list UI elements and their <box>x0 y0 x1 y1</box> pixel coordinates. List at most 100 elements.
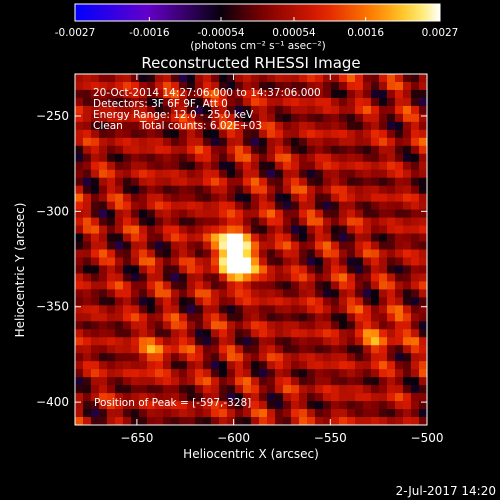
heatmap-cell <box>107 321 116 330</box>
heatmap-cell <box>371 137 380 147</box>
heatmap-cell <box>259 345 268 354</box>
heatmap-cell <box>307 417 316 426</box>
heatmap-cell <box>131 297 140 306</box>
heatmap-cell <box>379 321 388 330</box>
heatmap-cell <box>171 74 180 83</box>
heatmap-cell <box>347 74 356 83</box>
x-axis-label: Heliocentric X (arcsec) <box>183 447 319 461</box>
heatmap-cell <box>75 74 84 83</box>
heatmap-cell <box>227 153 236 163</box>
heatmap-cell <box>171 225 180 234</box>
heatmap-cell <box>211 321 220 330</box>
heatmap-cell <box>163 273 172 282</box>
heatmap-cell <box>131 113 140 123</box>
heatmap-cell <box>75 153 84 163</box>
heatmap-cell <box>259 249 268 258</box>
heatmap-cell <box>283 225 292 234</box>
heatmap-cell <box>147 74 156 83</box>
heatmap-cell <box>411 241 420 250</box>
heatmap-cell <box>387 369 396 378</box>
heatmap-cell <box>371 257 380 266</box>
heatmap-cell <box>235 345 244 354</box>
heatmap-cell <box>251 409 260 418</box>
heatmap-cell <box>395 233 404 242</box>
heatmap-cell <box>331 313 340 322</box>
heatmap-cell <box>219 401 228 410</box>
heatmap-cell <box>219 409 228 418</box>
heatmap-cell <box>243 81 252 91</box>
heatmap-cell <box>419 297 428 306</box>
heatmap-cell <box>147 281 156 290</box>
heatmap-cell <box>195 81 204 91</box>
heatmap-cell <box>339 353 348 362</box>
heatmap-cell <box>411 209 420 218</box>
heatmap-cell <box>395 121 404 131</box>
heatmap-cell <box>179 113 188 123</box>
heatmap-cell <box>331 257 340 266</box>
heatmap-cell <box>219 153 228 163</box>
heatmap-cell <box>371 409 380 418</box>
heatmap-cell <box>75 305 84 314</box>
heatmap-cell <box>283 377 292 386</box>
heatmap-cell <box>195 353 204 362</box>
heatmap-cell <box>99 401 108 410</box>
heatmap-cell <box>203 169 212 179</box>
y-tick-label: −250 <box>36 109 69 123</box>
heatmap-cell <box>251 74 260 83</box>
heatmap-cell <box>275 313 284 322</box>
heatmap-cell <box>379 209 388 218</box>
colorbar-tick-label: 0.00054 <box>272 27 316 39</box>
heatmap-cell <box>251 185 260 195</box>
heatmap-cell <box>371 74 380 83</box>
heatmap-cell <box>195 257 204 266</box>
heatmap-cell <box>315 209 324 218</box>
heatmap-cell <box>339 241 348 250</box>
heatmap-cell <box>123 193 132 203</box>
heatmap-cell <box>163 137 172 147</box>
heatmap-cell <box>331 241 340 250</box>
heatmap-cell <box>107 361 116 370</box>
heatmap-cell <box>131 369 140 378</box>
heatmap-cell <box>331 81 340 91</box>
heatmap-cell <box>419 137 428 147</box>
heatmap-cell <box>75 209 84 218</box>
heatmap-cell <box>299 193 308 203</box>
heatmap-cell <box>395 225 404 234</box>
heatmap-cell <box>195 193 204 203</box>
heatmap-cell <box>235 137 244 147</box>
heatmap-cell <box>235 129 244 139</box>
heatmap-cell <box>195 385 204 394</box>
heatmap-cell <box>307 217 316 226</box>
heatmap-cell <box>395 273 404 282</box>
heatmap-cell <box>411 345 420 354</box>
heatmap-cell <box>307 345 316 354</box>
heatmap-cell <box>91 105 100 115</box>
heatmap-cell <box>187 233 196 242</box>
heatmap-cell <box>219 129 228 139</box>
heatmap-cell <box>323 281 332 290</box>
heatmap-cell <box>315 417 324 426</box>
heatmap-cell <box>187 193 196 203</box>
heatmap-cell <box>235 209 244 218</box>
heatmap-cell <box>235 385 244 394</box>
heatmap-cell <box>323 145 332 155</box>
heatmap-cell <box>259 297 268 306</box>
heatmap-cell <box>403 377 412 386</box>
heatmap-cell <box>339 129 348 139</box>
heatmap-cell <box>115 105 124 115</box>
heatmap-cell <box>307 257 316 266</box>
heatmap-cell <box>419 345 428 354</box>
heatmap-cell <box>163 169 172 179</box>
heatmap-cell <box>291 241 300 250</box>
heatmap-cell <box>387 305 396 314</box>
heatmap-cell <box>147 153 156 163</box>
heatmap-cell <box>323 161 332 171</box>
heatmap-cell <box>75 161 84 171</box>
heatmap-cell <box>259 97 268 107</box>
heatmap-cell <box>235 377 244 386</box>
heatmap-cell <box>267 201 276 211</box>
heatmap-cell <box>155 145 164 155</box>
heatmap-cell <box>123 201 132 211</box>
heatmap-cell <box>403 113 412 123</box>
heatmap-cell <box>403 265 412 274</box>
